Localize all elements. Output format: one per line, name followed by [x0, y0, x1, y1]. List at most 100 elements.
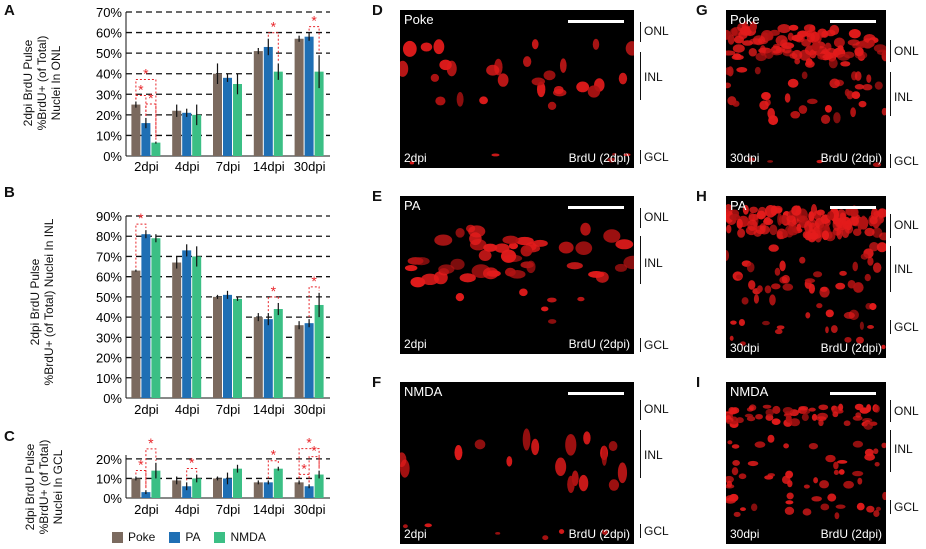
- bar: [182, 250, 192, 398]
- nucleus: [747, 157, 755, 162]
- nucleus: [852, 470, 864, 477]
- nucleus: [767, 31, 774, 41]
- nucleus: [787, 480, 793, 488]
- layer-bracket-inl: [890, 72, 891, 116]
- nucleus: [872, 262, 882, 273]
- layer-label-onl: ONL: [894, 44, 919, 58]
- nucleus: [869, 242, 879, 252]
- y-tick-label: 10%: [96, 371, 122, 386]
- bar: [314, 474, 324, 498]
- nucleus: [819, 480, 830, 489]
- nucleus: [838, 469, 845, 475]
- nucleus: [754, 66, 761, 75]
- bar: [131, 104, 141, 156]
- nucleus: [811, 413, 818, 421]
- nucleus: [553, 85, 564, 95]
- nucleus: [808, 442, 819, 450]
- nucleus: [866, 505, 875, 513]
- nucleus: [519, 288, 528, 297]
- y-tick-label: 60%: [96, 270, 122, 285]
- nucleus: [400, 60, 409, 77]
- bar: [304, 323, 314, 398]
- micrograph-i-stain: BrdU (2dpi): [820, 527, 882, 541]
- nucleus: [854, 84, 865, 90]
- brdu-signal: [404, 222, 634, 324]
- nucleus: [855, 412, 862, 418]
- nucleus: [864, 453, 876, 461]
- nucleus: [802, 231, 809, 239]
- nucleus: [777, 23, 791, 34]
- bar: [213, 478, 222, 498]
- nucleus: [754, 441, 766, 448]
- nucleus: [617, 462, 628, 484]
- nucleus: [867, 325, 874, 329]
- micrograph-e-stain: BrdU (2dpi): [568, 337, 630, 351]
- nucleus: [753, 294, 760, 304]
- bar: [151, 238, 161, 398]
- nucleus: [410, 276, 426, 288]
- nucleus: [785, 500, 794, 505]
- nucleus: [810, 31, 820, 43]
- nucleus: [852, 440, 864, 448]
- nucleus: [479, 96, 488, 105]
- bar: [253, 317, 263, 398]
- layer-label-inl: INL: [644, 256, 663, 270]
- nucleus: [839, 270, 847, 276]
- nucleus: [873, 448, 879, 455]
- nucleus: [874, 81, 883, 90]
- nucleus: [825, 309, 834, 318]
- nucleus: [775, 35, 788, 46]
- nucleus: [402, 40, 417, 57]
- layer-label-gcl: GCL: [894, 500, 919, 514]
- nucleus: [832, 411, 839, 418]
- nucleus: [816, 159, 823, 164]
- significance-star: *: [271, 447, 277, 463]
- nucleus: [731, 444, 740, 449]
- nucleus: [576, 81, 590, 93]
- nucleus: [500, 249, 517, 263]
- nucleus: [601, 445, 608, 466]
- nucleus: [742, 40, 754, 46]
- nucleus: [459, 273, 476, 283]
- nucleus: [844, 224, 854, 234]
- y-tick-label: 30%: [96, 87, 122, 102]
- bar: [223, 77, 232, 156]
- bar: [304, 36, 314, 156]
- nucleus: [618, 72, 628, 85]
- nucleus: [791, 34, 804, 42]
- nucleus: [420, 42, 433, 52]
- significance-star: *: [148, 435, 154, 451]
- x-tick-label: 7dpi: [216, 402, 241, 417]
- bar: [294, 38, 304, 156]
- nucleus: [615, 239, 634, 250]
- nucleus: [843, 311, 855, 319]
- nucleus: [801, 413, 809, 421]
- nucleus: [802, 508, 812, 516]
- nucleus: [738, 473, 747, 480]
- micrograph-h-title: PA: [730, 198, 747, 213]
- bar: [192, 256, 202, 398]
- nucleus: [755, 413, 763, 420]
- nucleus: [852, 261, 858, 272]
- y-tick-label: 20%: [96, 108, 122, 123]
- nucleus: [402, 524, 408, 529]
- significance-bracket: [308, 26, 320, 54]
- nucleus: [752, 35, 766, 46]
- bar: [172, 480, 182, 498]
- x-tick-label: 30dpi: [294, 502, 326, 517]
- bar: [314, 304, 324, 398]
- nucleus: [543, 70, 556, 81]
- nucleus: [759, 225, 770, 235]
- nucleus: [767, 107, 775, 120]
- nucleus: [782, 283, 794, 291]
- layer-label-gcl: GCL: [644, 150, 669, 164]
- nucleus: [608, 479, 620, 491]
- nucleus: [769, 294, 776, 306]
- x-tick-label: 2dpi: [134, 159, 159, 174]
- nucleus: [774, 329, 783, 335]
- nucleus: [504, 267, 516, 277]
- nucleus: [555, 457, 567, 477]
- nucleus: [782, 406, 794, 414]
- nucleus: [567, 475, 575, 494]
- nucleus: [771, 283, 781, 290]
